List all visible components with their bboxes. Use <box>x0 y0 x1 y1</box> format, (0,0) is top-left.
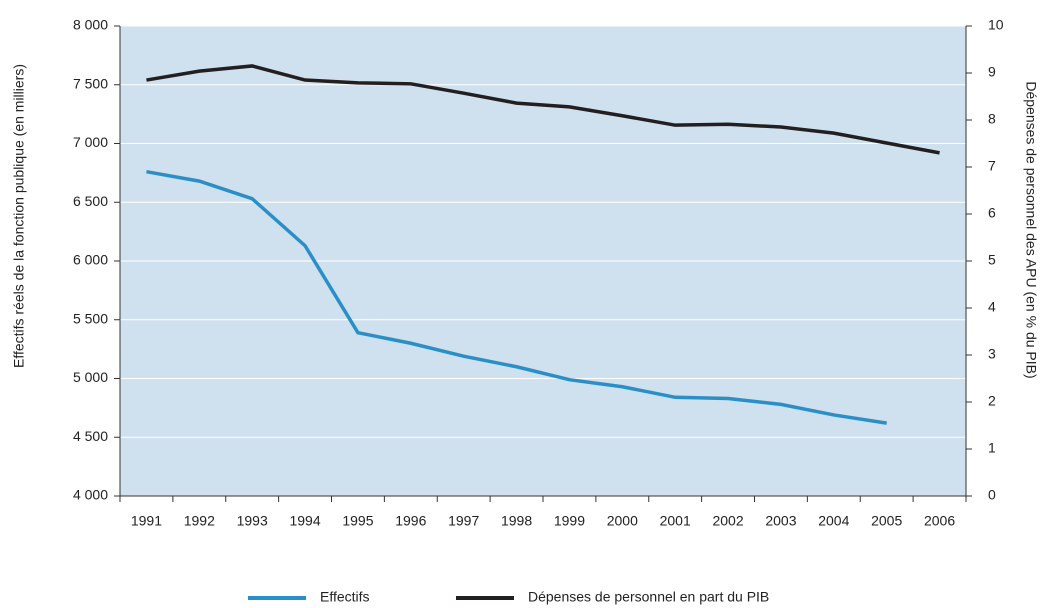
x-tick-label: 1992 <box>184 513 215 529</box>
series-line <box>146 169 887 425</box>
x-tick-label: 1995 <box>342 513 373 529</box>
y-tick-label: 5 000 <box>73 369 108 385</box>
y-tick-label: 7 500 <box>73 75 108 91</box>
x-tick-label: 2001 <box>660 513 691 529</box>
y2-tick-label: 10 <box>988 17 1004 33</box>
y-tick-label: 7 000 <box>73 134 108 150</box>
x-tick-label: 1999 <box>554 513 585 529</box>
y2-tick-label: 2 <box>988 393 996 409</box>
y2-axis-label: Dépenses de personnel des APU (en % du P… <box>1023 81 1039 378</box>
x-tick-label: 1996 <box>395 513 426 529</box>
x-tick-label: 2006 <box>924 513 955 529</box>
legend-label: Effectifs <box>320 589 370 605</box>
y-tick-label: 4 000 <box>73 487 108 503</box>
y2-tick-label: 4 <box>988 299 996 315</box>
series-line <box>146 64 940 155</box>
x-tick-label: 1994 <box>289 513 320 529</box>
y2-tick-label: 8 <box>988 111 996 127</box>
y-tick-label: 4 500 <box>73 428 108 444</box>
y2-tick-label: 3 <box>988 346 996 362</box>
y2-tick-label: 0 <box>988 487 996 503</box>
y2-tick-label: 9 <box>988 64 996 80</box>
y2-tick-label: 7 <box>988 158 996 174</box>
y-tick-label: 6 000 <box>73 252 108 268</box>
x-tick-label: 1997 <box>448 513 479 529</box>
y-tick-label: 5 500 <box>73 310 108 326</box>
y-tick-label: 6 500 <box>73 193 108 209</box>
y2-tick-label: 5 <box>988 252 996 268</box>
legend-label: Dépenses de personnel en part du PIB <box>528 589 769 605</box>
y2-tick-label: 1 <box>988 440 996 456</box>
y-tick-label: 8 000 <box>73 17 108 33</box>
x-tick-label: 2000 <box>607 513 638 529</box>
x-tick-label: 1998 <box>501 513 532 529</box>
x-tick-label: 1993 <box>237 513 268 529</box>
x-tick-label: 2002 <box>712 513 743 529</box>
x-tick-label: 2003 <box>765 513 796 529</box>
y-axis-label: Effectifs réels de la fonction publique … <box>11 64 27 368</box>
x-tick-label: 2004 <box>818 513 849 529</box>
x-tick-label: 1991 <box>131 513 162 529</box>
x-tick-label: 2005 <box>871 513 902 529</box>
y2-tick-label: 6 <box>988 205 996 221</box>
